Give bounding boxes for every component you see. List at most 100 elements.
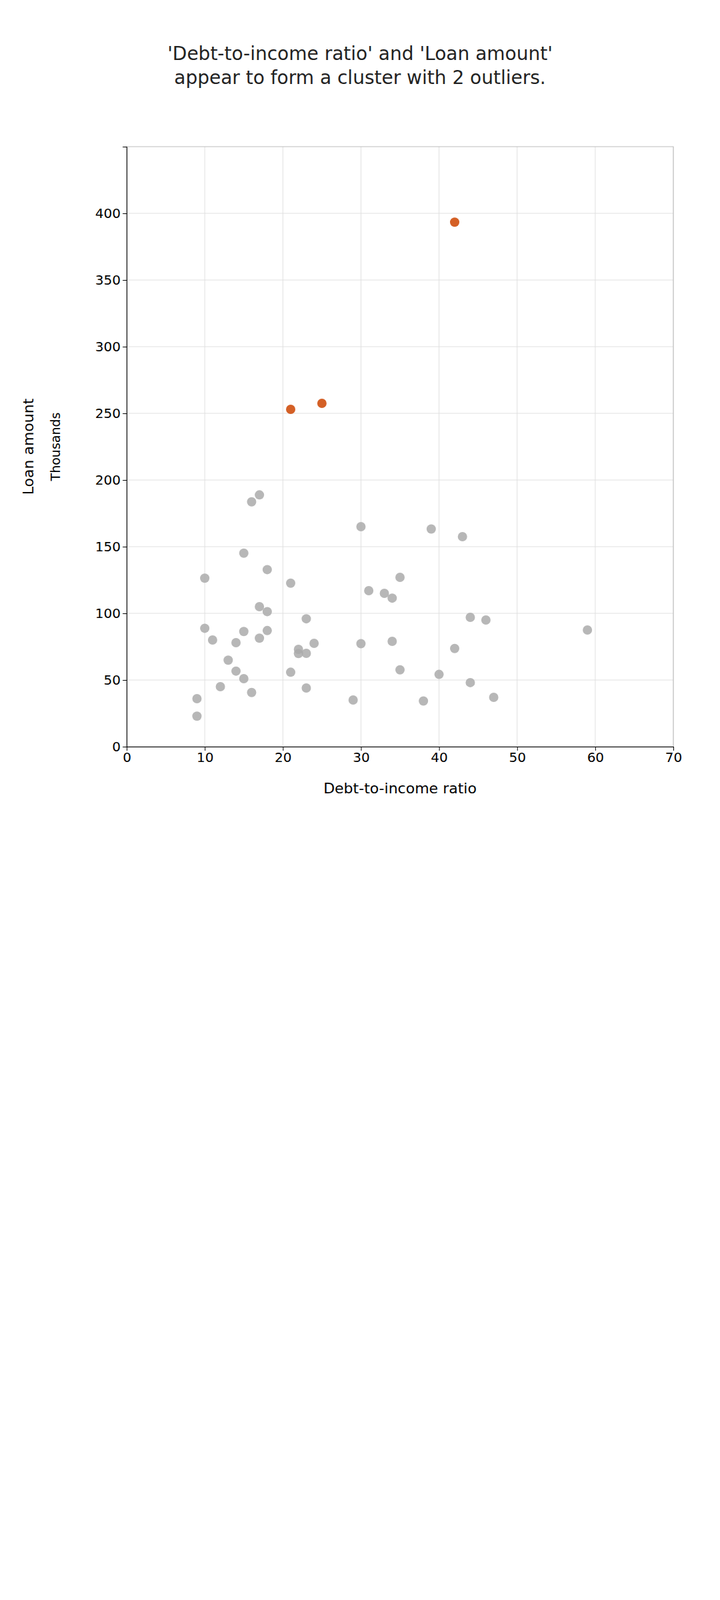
y-axis: 0 50 100 150 200 250 300 350 400: [95, 147, 128, 755]
grid-line-y: [126, 280, 674, 281]
x-tick: 20: [274, 746, 292, 766]
x-tick: 50: [508, 746, 526, 766]
point: [395, 572, 405, 582]
point: [246, 688, 256, 698]
point: [262, 564, 272, 574]
point: [200, 573, 210, 583]
point: [309, 638, 319, 648]
chart-svg: 'Debt-to-income ratio' and 'Loan amount'…: [0, 0, 720, 1600]
point: [208, 635, 218, 645]
grid-line-y: [126, 546, 674, 548]
y-tick-label: 250: [95, 405, 121, 422]
point: [434, 670, 444, 680]
x-tick: 30: [352, 746, 370, 766]
point: [356, 522, 366, 532]
y-tick: 50: [104, 672, 127, 688]
x-tick-label: 0: [122, 749, 132, 766]
point: [395, 665, 405, 675]
y-tick-label: 50: [104, 672, 121, 688]
y-tick-label: 350: [95, 272, 121, 288]
x-tick: 10: [196, 746, 214, 766]
chart-title-line: 'Debt-to-income ratio' and 'Loan amount': [167, 42, 553, 65]
grid: [126, 146, 674, 747]
grid-line-x: [438, 146, 440, 747]
y-tick-mark: [122, 346, 127, 348]
x-axis-label: Debt-to-income ratio: [323, 780, 477, 797]
y-tick-mark: [122, 680, 127, 681]
point: [418, 696, 428, 706]
y-tick: 100: [95, 605, 127, 622]
y-tick: 350: [95, 272, 127, 288]
y-tick-mark: [122, 413, 127, 414]
x-tick-label: 40: [430, 749, 448, 766]
point: [286, 667, 296, 677]
point: [231, 666, 241, 676]
x-tick-label: 60: [587, 749, 604, 766]
plot-area: 0 10 20 30 40 50 60 70 0 50 100 150 200 250 300 350 400 D…: [20, 146, 682, 797]
grid-line-x: [516, 146, 518, 747]
point: [254, 602, 264, 612]
point: [465, 678, 475, 688]
point: [458, 532, 468, 542]
point: [192, 694, 202, 704]
point: [254, 633, 264, 643]
y-tick: 250: [95, 405, 127, 422]
point: [380, 588, 390, 598]
grid-line-x: [282, 146, 284, 747]
point: [465, 612, 475, 622]
point: [239, 626, 249, 636]
y-tick: 0: [112, 738, 127, 755]
y-axis-line: [122, 147, 128, 748]
point: [286, 404, 296, 414]
grid-line-x: [204, 146, 206, 747]
y-tick: 300: [95, 338, 127, 355]
y-tick-label: 300: [95, 338, 121, 355]
grid-line-y: [126, 480, 674, 481]
y-axis-label: Loan amount: [20, 398, 37, 495]
y-tick: 400: [95, 205, 127, 222]
y-tick-mark: [122, 613, 127, 614]
plot-frame: [126, 146, 674, 747]
point: [356, 639, 366, 649]
y-tick-label: 200: [95, 472, 121, 488]
point: [262, 606, 272, 616]
y-tick-mark: [122, 280, 127, 281]
points: [192, 217, 592, 721]
grid-line-y: [126, 613, 674, 614]
y-tick-label: 100: [95, 605, 121, 622]
y-tick: 200: [95, 472, 127, 488]
point: [364, 586, 374, 596]
point: [426, 524, 436, 534]
x-axis: 0 10 20 30 40 50 60 70: [122, 746, 682, 766]
grid-line-y: [126, 213, 674, 214]
x-tick-label: 20: [274, 749, 292, 766]
grid-line-y: [126, 346, 674, 348]
point: [301, 683, 311, 693]
point: [223, 655, 233, 665]
y-tick: 150: [95, 538, 127, 555]
point: [489, 692, 499, 702]
grid-line-x: [594, 146, 596, 747]
point: [387, 593, 397, 603]
point: [239, 548, 249, 558]
point: [481, 615, 491, 625]
y-tick-label: 400: [95, 205, 121, 222]
point: [301, 614, 311, 624]
point: [294, 644, 304, 654]
chart-title: 'Debt-to-income ratio' and 'Loan amount'…: [167, 42, 553, 89]
point: [450, 644, 460, 654]
y-tick-mark: [122, 746, 127, 748]
x-tick: 40: [430, 746, 448, 766]
point: [254, 490, 264, 500]
y-tick-mark: [122, 213, 127, 214]
point: [200, 623, 210, 633]
point: [450, 217, 460, 227]
point: [246, 497, 256, 507]
x-tick-label: 70: [665, 749, 682, 766]
point: [216, 682, 226, 692]
point: [387, 636, 397, 646]
chart-title-line: appear to form a cluster with 2 outliers…: [174, 66, 546, 89]
grid-line-x: [360, 146, 362, 747]
point: [348, 695, 358, 705]
point: [231, 638, 241, 648]
